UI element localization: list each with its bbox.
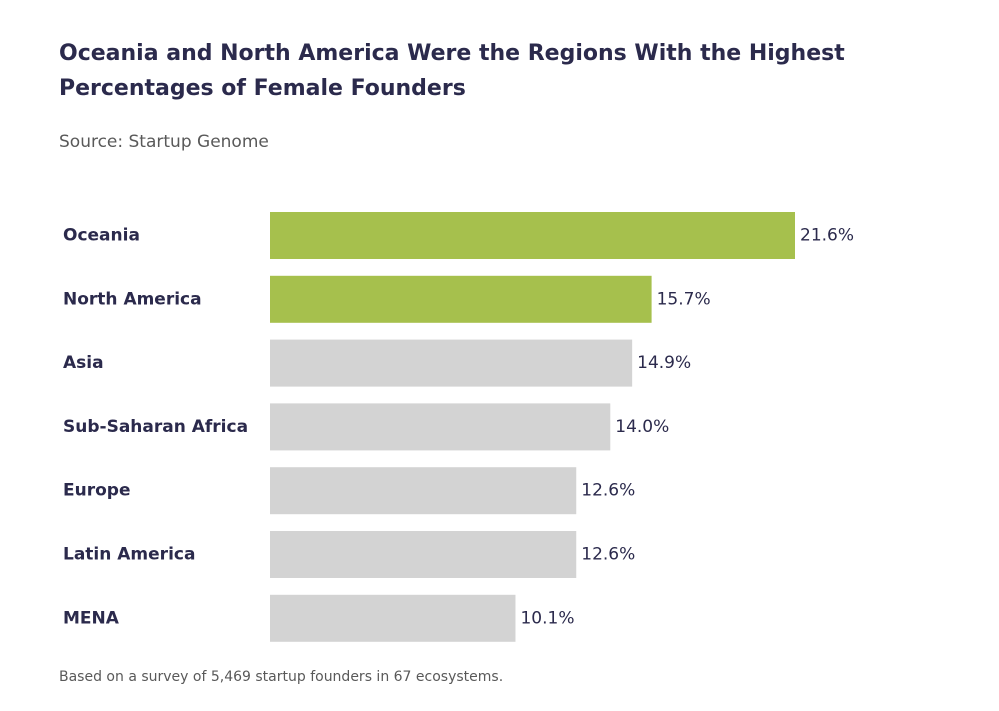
category-label: Latin America <box>63 545 195 565</box>
bar-mena <box>270 594 516 642</box>
chart-subtitle: Source: Startup Genome <box>59 132 269 152</box>
category-label: Oceania <box>63 226 140 246</box>
category-label: Asia <box>63 353 104 373</box>
value-label: 14.0% <box>615 417 669 437</box>
category-label: North America <box>63 289 202 309</box>
value-label: 15.7% <box>657 289 711 309</box>
value-label: 10.1% <box>520 608 574 628</box>
value-label: 21.6% <box>800 226 854 246</box>
value-label: 12.6% <box>581 545 635 565</box>
bar-europe <box>270 467 577 515</box>
bar-sub-saharan-africa <box>270 403 611 451</box>
category-label: Europe <box>63 481 130 501</box>
bar-latin-america <box>270 531 577 578</box>
chart-footnote: Based on a survey of 5,469 startup found… <box>59 669 504 685</box>
category-label: MENA <box>63 608 120 628</box>
value-label: 12.6% <box>581 481 635 501</box>
bar-oceania <box>270 212 795 259</box>
bar-north-america <box>270 275 652 323</box>
chart-title: Oceania and North America Were the Regio… <box>59 41 845 101</box>
bar-asia <box>270 339 633 387</box>
category-label: Sub-Saharan Africa <box>63 417 248 437</box>
value-label: 14.9% <box>637 353 691 373</box>
